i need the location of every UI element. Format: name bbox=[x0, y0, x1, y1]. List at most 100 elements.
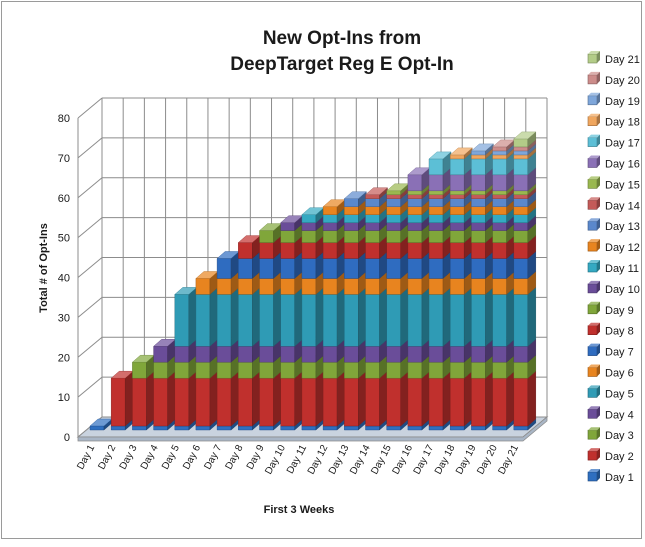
bar-segment-front bbox=[365, 346, 380, 363]
legend-swatch-side bbox=[597, 322, 600, 335]
bar-segment-front bbox=[492, 222, 507, 231]
bar-segment bbox=[131, 370, 155, 427]
bar-segment-side bbox=[506, 286, 515, 347]
bar-segment-front bbox=[407, 198, 423, 207]
bar-segment bbox=[492, 139, 516, 152]
bar-segment-front bbox=[492, 174, 507, 192]
y-axis-ticks: 0 10 20 30 40 50 60 70 80 bbox=[58, 113, 70, 444]
bar-segment-side bbox=[336, 286, 346, 347]
bar-segment-side bbox=[188, 370, 198, 427]
legend-label: Day 12 bbox=[605, 242, 640, 254]
legend-swatch-top bbox=[588, 343, 600, 347]
bar-segment bbox=[195, 286, 219, 347]
bar-stack bbox=[407, 167, 431, 431]
bar-segment-front bbox=[322, 346, 338, 363]
bar-segment-front bbox=[513, 190, 528, 195]
bar-stack bbox=[301, 207, 325, 431]
bar-segment-front bbox=[322, 258, 338, 279]
bar-segment-front bbox=[259, 346, 274, 363]
bar-segment-front bbox=[174, 362, 190, 379]
bar-stack bbox=[513, 131, 537, 431]
bar-segment bbox=[492, 286, 516, 347]
bar-segment-front bbox=[492, 294, 507, 347]
bar-stack bbox=[280, 215, 304, 431]
legend-item: Day 2 bbox=[587, 448, 634, 463]
bar-stack bbox=[89, 418, 113, 431]
legend-swatch bbox=[587, 304, 598, 315]
bar-segment-front bbox=[407, 346, 423, 363]
x-tick-label: Day 5 bbox=[160, 443, 182, 472]
bar-segment-side bbox=[273, 286, 282, 347]
bar-segment-front bbox=[365, 242, 380, 259]
legend-swatch-top bbox=[588, 406, 600, 410]
bar-stack bbox=[174, 286, 198, 431]
legend-swatch bbox=[587, 158, 598, 168]
bar-segment-side bbox=[252, 370, 261, 427]
bar-segment-front bbox=[428, 230, 444, 243]
x-tick-label: Day 7 bbox=[202, 443, 224, 472]
bar-segment-front bbox=[407, 242, 423, 259]
bar-segment-front bbox=[280, 425, 295, 431]
bar-segment-front bbox=[513, 294, 528, 347]
bar-segment-front bbox=[407, 230, 423, 243]
bar-segment-front bbox=[513, 158, 528, 176]
bar-segment-front bbox=[195, 346, 211, 363]
x-tick-label: Day 8 bbox=[224, 443, 246, 472]
legend-label: Day 19 bbox=[605, 96, 640, 108]
bar-segment-front bbox=[153, 378, 168, 427]
legend-swatch bbox=[587, 325, 598, 336]
bar-stack bbox=[131, 354, 155, 431]
bar-segment-front bbox=[513, 346, 528, 363]
legend-item: Day 13 bbox=[587, 218, 640, 233]
bar-segment-front bbox=[386, 190, 401, 195]
legend-swatch bbox=[587, 95, 598, 106]
x-tick-label: Day 1 bbox=[75, 443, 97, 472]
bar-stack bbox=[449, 147, 473, 431]
bar-segment-front bbox=[492, 362, 507, 379]
bar-segment-front bbox=[428, 222, 444, 231]
bar-segment-front bbox=[365, 362, 380, 379]
bar-stack bbox=[343, 191, 367, 431]
legend-swatch-top bbox=[588, 385, 600, 389]
legend-swatch-top bbox=[588, 71, 600, 75]
legend-swatch-side bbox=[597, 218, 600, 231]
bar-segment-front bbox=[407, 214, 423, 223]
y-tick-label: 10 bbox=[58, 392, 70, 404]
bar-segment-front bbox=[301, 346, 317, 363]
side-gridline bbox=[77, 217, 103, 239]
legend-swatch-top bbox=[588, 239, 600, 243]
bar-segment-front bbox=[344, 294, 359, 347]
legend-swatch-top bbox=[588, 134, 600, 138]
bar-segment-front bbox=[344, 378, 359, 427]
legend-swatch-side bbox=[597, 427, 600, 440]
bar-segment-front bbox=[428, 362, 444, 379]
bar-segment-side bbox=[294, 286, 303, 347]
bar-segment bbox=[449, 370, 473, 427]
y-tick-label: 30 bbox=[58, 312, 70, 324]
bar-segment-front bbox=[450, 378, 465, 427]
bar-segment-front bbox=[301, 242, 317, 259]
x-axis-label: First 3 Weeks bbox=[264, 504, 335, 516]
legend-label: Day 7 bbox=[605, 347, 634, 359]
bar-segment bbox=[131, 354, 155, 379]
bar-segment-front bbox=[386, 230, 401, 243]
bar-segment-front bbox=[110, 378, 126, 427]
bar-segment-front bbox=[322, 294, 338, 347]
legend-swatch bbox=[587, 200, 598, 210]
legend-swatch bbox=[587, 429, 598, 440]
legend-item: Day 15 bbox=[587, 176, 640, 191]
bar-segment-front bbox=[492, 190, 507, 195]
bar-segment bbox=[428, 370, 452, 427]
legend-swatch-side bbox=[597, 301, 600, 314]
bar-segment-side bbox=[485, 286, 494, 347]
bar-stack bbox=[364, 187, 389, 431]
bar-segment-front bbox=[386, 242, 401, 259]
bar-stack bbox=[470, 143, 494, 431]
bar-segment-side bbox=[167, 370, 176, 427]
legend-swatch bbox=[587, 53, 598, 64]
legend-swatch-side bbox=[597, 176, 600, 189]
y-tick-label: 60 bbox=[58, 193, 70, 205]
side-gridline bbox=[77, 97, 103, 119]
bar-segment-front bbox=[428, 190, 444, 195]
